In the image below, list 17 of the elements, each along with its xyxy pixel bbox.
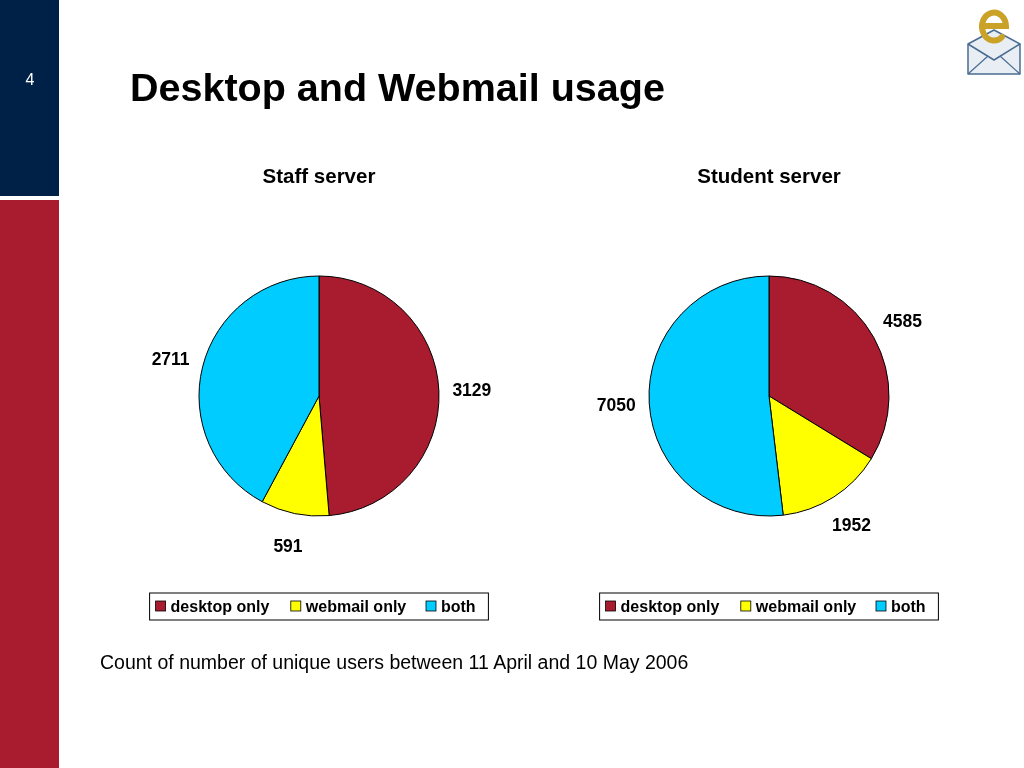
data-label: 1952 xyxy=(832,514,872,535)
data-label: 4585 xyxy=(883,311,923,332)
legend-label: desktop only xyxy=(620,598,720,615)
legend-label: webmail only xyxy=(304,598,407,615)
chart-title: Student server xyxy=(697,164,841,187)
legend-label: both xyxy=(441,598,476,615)
text: Count of number of unique users between 11 April and 10 May 2006 xyxy=(100,651,689,673)
data-label: 2711 xyxy=(151,348,190,369)
legend-label: desktop only xyxy=(170,598,270,615)
data-label: 591 xyxy=(273,535,303,556)
legend-label: both xyxy=(891,598,926,615)
data-label: 7050 xyxy=(596,395,636,416)
text: 4 xyxy=(25,71,35,88)
chart-title: Staff server xyxy=(262,164,376,187)
data-label: 3129 xyxy=(452,379,492,400)
legend-label: webmail only xyxy=(754,598,857,615)
text: Desktop and Webmail usage xyxy=(130,65,665,109)
